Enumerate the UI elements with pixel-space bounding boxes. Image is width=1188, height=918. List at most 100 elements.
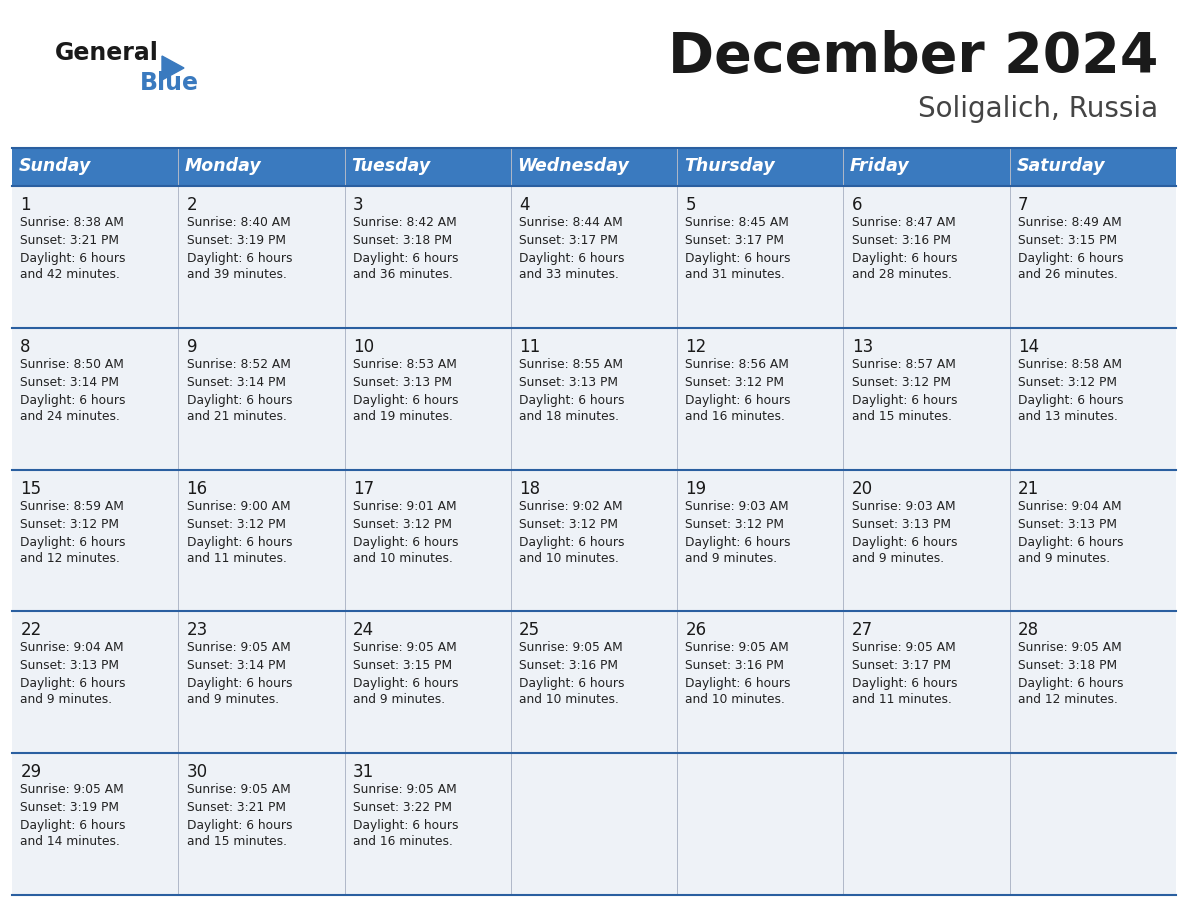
Text: December 2024: December 2024: [668, 30, 1158, 84]
Text: 21: 21: [1018, 479, 1040, 498]
Text: and 16 minutes.: and 16 minutes.: [353, 835, 453, 848]
Text: Sunrise: 8:55 AM: Sunrise: 8:55 AM: [519, 358, 624, 371]
Text: Sunrise: 8:53 AM: Sunrise: 8:53 AM: [353, 358, 456, 371]
Text: and 13 minutes.: and 13 minutes.: [1018, 409, 1118, 423]
Text: 4: 4: [519, 196, 530, 214]
Text: 12: 12: [685, 338, 707, 356]
Text: Sunset: 3:15 PM: Sunset: 3:15 PM: [353, 659, 451, 672]
Text: and 19 minutes.: and 19 minutes.: [353, 409, 453, 423]
Text: Sunrise: 9:03 AM: Sunrise: 9:03 AM: [685, 499, 789, 512]
Text: Sunset: 3:15 PM: Sunset: 3:15 PM: [1018, 234, 1117, 247]
Text: Sunset: 3:12 PM: Sunset: 3:12 PM: [187, 518, 285, 531]
Text: Daylight: 6 hours: Daylight: 6 hours: [353, 252, 459, 265]
Text: Daylight: 6 hours: Daylight: 6 hours: [187, 252, 292, 265]
Text: Daylight: 6 hours: Daylight: 6 hours: [1018, 252, 1124, 265]
Text: Daylight: 6 hours: Daylight: 6 hours: [187, 819, 292, 833]
Text: and 15 minutes.: and 15 minutes.: [187, 835, 286, 848]
Text: General: General: [55, 41, 159, 65]
Text: Sunset: 3:18 PM: Sunset: 3:18 PM: [353, 234, 451, 247]
Text: and 11 minutes.: and 11 minutes.: [187, 552, 286, 565]
Text: Daylight: 6 hours: Daylight: 6 hours: [353, 677, 459, 690]
Text: Sunrise: 8:57 AM: Sunrise: 8:57 AM: [852, 358, 955, 371]
Text: Sunset: 3:17 PM: Sunset: 3:17 PM: [685, 234, 784, 247]
Text: and 14 minutes.: and 14 minutes.: [20, 835, 120, 848]
Text: and 33 minutes.: and 33 minutes.: [519, 268, 619, 281]
Text: 24: 24: [353, 621, 374, 640]
Text: Tuesday: Tuesday: [352, 157, 430, 175]
Text: Daylight: 6 hours: Daylight: 6 hours: [353, 394, 459, 407]
Text: Sunrise: 9:05 AM: Sunrise: 9:05 AM: [685, 642, 789, 655]
Text: 15: 15: [20, 479, 42, 498]
Text: 7: 7: [1018, 196, 1029, 214]
Text: 8: 8: [20, 338, 31, 356]
Text: Daylight: 6 hours: Daylight: 6 hours: [353, 819, 459, 833]
Text: 16: 16: [187, 479, 208, 498]
Text: Sunrise: 8:58 AM: Sunrise: 8:58 AM: [1018, 358, 1121, 371]
Text: and 21 minutes.: and 21 minutes.: [187, 409, 286, 423]
Bar: [12, 328, 1176, 470]
Text: and 16 minutes.: and 16 minutes.: [685, 409, 785, 423]
Text: Sunset: 3:12 PM: Sunset: 3:12 PM: [20, 518, 119, 531]
Text: Sunset: 3:17 PM: Sunset: 3:17 PM: [519, 234, 618, 247]
Text: Daylight: 6 hours: Daylight: 6 hours: [519, 252, 625, 265]
Text: Sunrise: 9:04 AM: Sunrise: 9:04 AM: [1018, 499, 1121, 512]
Text: and 11 minutes.: and 11 minutes.: [852, 693, 952, 706]
Text: Daylight: 6 hours: Daylight: 6 hours: [852, 394, 958, 407]
Text: and 10 minutes.: and 10 minutes.: [353, 552, 453, 565]
Bar: [12, 753, 1176, 895]
Text: and 28 minutes.: and 28 minutes.: [852, 268, 952, 281]
Text: Soligalich, Russia: Soligalich, Russia: [918, 95, 1158, 123]
Text: 26: 26: [685, 621, 707, 640]
Text: Sunrise: 9:05 AM: Sunrise: 9:05 AM: [187, 783, 290, 796]
Text: and 9 minutes.: and 9 minutes.: [1018, 552, 1110, 565]
Text: Thursday: Thursday: [684, 157, 775, 175]
Text: Daylight: 6 hours: Daylight: 6 hours: [20, 819, 126, 833]
Bar: [12, 186, 1176, 328]
Text: Daylight: 6 hours: Daylight: 6 hours: [20, 677, 126, 690]
Text: Sunrise: 8:56 AM: Sunrise: 8:56 AM: [685, 358, 789, 371]
Text: Sunset: 3:16 PM: Sunset: 3:16 PM: [519, 659, 618, 672]
Text: and 9 minutes.: and 9 minutes.: [20, 693, 113, 706]
Text: 13: 13: [852, 338, 873, 356]
Text: Daylight: 6 hours: Daylight: 6 hours: [20, 252, 126, 265]
Text: Sunset: 3:17 PM: Sunset: 3:17 PM: [852, 659, 950, 672]
Text: 5: 5: [685, 196, 696, 214]
Text: Sunset: 3:14 PM: Sunset: 3:14 PM: [187, 659, 285, 672]
Text: Daylight: 6 hours: Daylight: 6 hours: [1018, 535, 1124, 549]
Text: Daylight: 6 hours: Daylight: 6 hours: [852, 535, 958, 549]
Text: and 9 minutes.: and 9 minutes.: [187, 693, 279, 706]
Text: Daylight: 6 hours: Daylight: 6 hours: [187, 394, 292, 407]
Text: Daylight: 6 hours: Daylight: 6 hours: [20, 394, 126, 407]
Text: and 10 minutes.: and 10 minutes.: [519, 552, 619, 565]
Text: Sunset: 3:19 PM: Sunset: 3:19 PM: [187, 234, 285, 247]
Text: Sunset: 3:19 PM: Sunset: 3:19 PM: [20, 801, 119, 814]
Text: Daylight: 6 hours: Daylight: 6 hours: [519, 394, 625, 407]
Text: 31: 31: [353, 763, 374, 781]
Text: Wednesday: Wednesday: [518, 157, 630, 175]
Text: Sunrise: 9:05 AM: Sunrise: 9:05 AM: [852, 642, 955, 655]
Text: and 9 minutes.: and 9 minutes.: [353, 693, 446, 706]
Text: Sunrise: 9:05 AM: Sunrise: 9:05 AM: [353, 783, 456, 796]
Text: Daylight: 6 hours: Daylight: 6 hours: [187, 677, 292, 690]
Text: and 10 minutes.: and 10 minutes.: [685, 693, 785, 706]
Bar: [12, 148, 1176, 186]
Text: Sunset: 3:21 PM: Sunset: 3:21 PM: [187, 801, 285, 814]
Text: Sunrise: 9:05 AM: Sunrise: 9:05 AM: [353, 642, 456, 655]
Text: Sunday: Sunday: [19, 157, 91, 175]
Text: and 24 minutes.: and 24 minutes.: [20, 409, 120, 423]
Text: and 9 minutes.: and 9 minutes.: [852, 552, 944, 565]
Text: 29: 29: [20, 763, 42, 781]
Text: Daylight: 6 hours: Daylight: 6 hours: [353, 535, 459, 549]
Text: Daylight: 6 hours: Daylight: 6 hours: [852, 252, 958, 265]
Text: 1: 1: [20, 196, 31, 214]
Text: Sunrise: 8:52 AM: Sunrise: 8:52 AM: [187, 358, 291, 371]
Text: Sunrise: 9:05 AM: Sunrise: 9:05 AM: [519, 642, 623, 655]
Text: Sunset: 3:13 PM: Sunset: 3:13 PM: [353, 375, 451, 389]
Text: Sunrise: 8:44 AM: Sunrise: 8:44 AM: [519, 216, 623, 229]
Text: Sunset: 3:14 PM: Sunset: 3:14 PM: [187, 375, 285, 389]
Text: Blue: Blue: [140, 71, 200, 95]
Text: and 10 minutes.: and 10 minutes.: [519, 693, 619, 706]
Text: 22: 22: [20, 621, 42, 640]
Text: Sunset: 3:13 PM: Sunset: 3:13 PM: [20, 659, 119, 672]
Text: Sunrise: 9:00 AM: Sunrise: 9:00 AM: [187, 499, 290, 512]
